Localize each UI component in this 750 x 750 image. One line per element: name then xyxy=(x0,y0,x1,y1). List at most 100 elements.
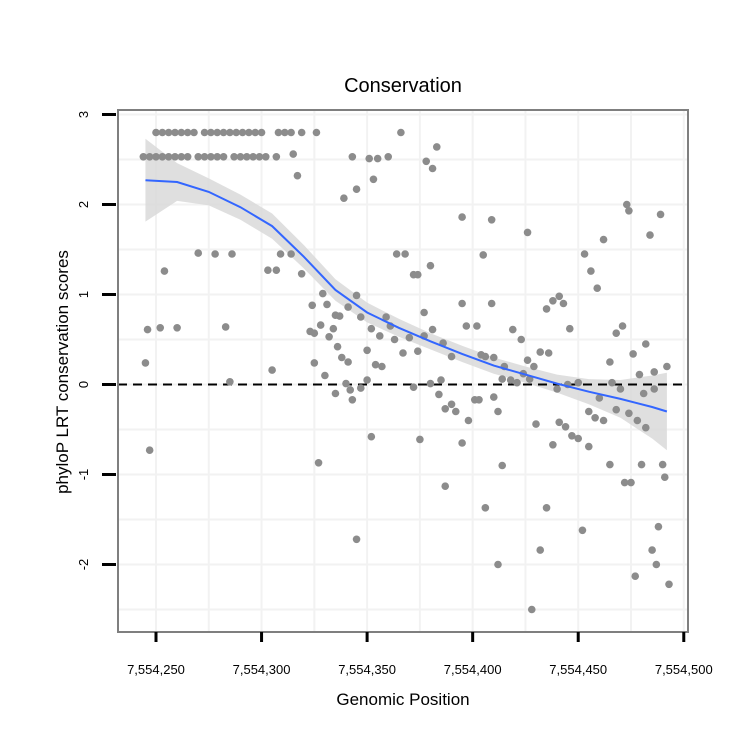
data-point xyxy=(584,442,593,451)
confidence-ribbon xyxy=(145,138,667,451)
data-point xyxy=(251,128,260,137)
data-point xyxy=(352,185,361,193)
data-point xyxy=(494,407,502,416)
data-point xyxy=(378,362,386,371)
data-point xyxy=(620,478,629,487)
data-point xyxy=(143,325,152,334)
data-point xyxy=(382,313,390,321)
data-point xyxy=(365,154,374,163)
data-point xyxy=(568,432,576,440)
data-point xyxy=(211,250,219,258)
y-axis-label: phyloP LRT conservation scores xyxy=(53,250,72,494)
data-point xyxy=(437,376,445,384)
data-point xyxy=(536,546,545,554)
data-point xyxy=(631,572,640,580)
data-point xyxy=(337,353,346,362)
data-point xyxy=(420,308,428,317)
data-point xyxy=(310,359,319,367)
data-point xyxy=(226,378,234,386)
data-point xyxy=(276,250,285,258)
data-point xyxy=(578,526,587,535)
data-point xyxy=(255,153,264,161)
data-point xyxy=(555,418,564,427)
data-point xyxy=(323,300,331,309)
data-point xyxy=(141,359,150,367)
data-point xyxy=(574,378,583,387)
data-point xyxy=(646,231,654,239)
data-point xyxy=(325,333,333,341)
data-point xyxy=(494,560,502,569)
data-point xyxy=(663,362,671,371)
data-point xyxy=(264,266,272,275)
data-point xyxy=(599,235,608,244)
x-tick-label: 7,554,450 xyxy=(549,662,607,677)
data-point xyxy=(207,153,215,161)
x-axis-ticks: 7,554,250 7,554,300 7,554,350 7,554,400 7,55… xyxy=(127,632,713,677)
data-point xyxy=(656,210,665,219)
data-point xyxy=(375,332,384,340)
data-point xyxy=(458,299,466,308)
data-point xyxy=(280,128,289,137)
data-point xyxy=(221,323,230,331)
data-point xyxy=(340,194,348,202)
x-axis-label: Genomic Position xyxy=(336,690,469,709)
data-point xyxy=(213,153,222,161)
data-point xyxy=(606,460,614,469)
data-point xyxy=(272,266,281,275)
data-point xyxy=(481,504,490,512)
data-point xyxy=(363,346,371,355)
y-tick-label: 2 xyxy=(76,201,91,208)
data-point xyxy=(559,299,568,308)
data-point xyxy=(230,153,238,161)
data-point xyxy=(555,292,564,301)
data-point xyxy=(369,175,378,184)
data-point xyxy=(397,128,405,137)
data-point xyxy=(612,329,621,338)
data-point xyxy=(363,376,371,384)
chart-title: Conservation xyxy=(344,75,462,97)
data-point xyxy=(399,349,407,357)
data-point xyxy=(213,128,222,137)
data-point xyxy=(479,251,488,259)
data-point xyxy=(348,153,357,161)
data-point xyxy=(665,580,673,589)
data-point xyxy=(650,385,659,393)
data-point xyxy=(506,376,515,384)
data-point xyxy=(164,153,173,161)
data-point xyxy=(152,153,160,161)
data-point xyxy=(413,270,422,279)
data-point xyxy=(416,435,424,444)
y-tick-label: 1 xyxy=(76,291,91,298)
data-point xyxy=(553,385,561,393)
data-point xyxy=(648,546,656,554)
data-point xyxy=(352,291,361,300)
y-axis-ticks: 3 2 1 0 -1 -2 xyxy=(76,111,116,570)
data-point xyxy=(308,301,317,310)
data-point xyxy=(458,439,466,447)
data-point xyxy=(401,250,409,258)
y-tick-label: -2 xyxy=(76,559,91,571)
data-point xyxy=(293,171,302,180)
data-point xyxy=(367,324,376,333)
data-point xyxy=(633,416,642,425)
data-point xyxy=(314,459,323,467)
data-point xyxy=(426,379,435,388)
data-point xyxy=(190,128,198,137)
data-point xyxy=(584,407,593,416)
data-point xyxy=(405,333,414,342)
data-point xyxy=(587,267,595,275)
data-point xyxy=(595,394,604,402)
data-point xyxy=(637,460,646,469)
data-point xyxy=(171,153,179,161)
data-point xyxy=(183,153,192,161)
data-point xyxy=(177,128,186,137)
data-point xyxy=(344,303,352,311)
data-point xyxy=(207,128,215,137)
x-tick-label: 7,554,500 xyxy=(655,662,713,677)
data-point xyxy=(435,390,443,399)
data-point xyxy=(236,153,245,161)
data-point xyxy=(346,386,355,394)
y-tick-label: 0 xyxy=(76,381,91,388)
data-point xyxy=(371,360,380,369)
